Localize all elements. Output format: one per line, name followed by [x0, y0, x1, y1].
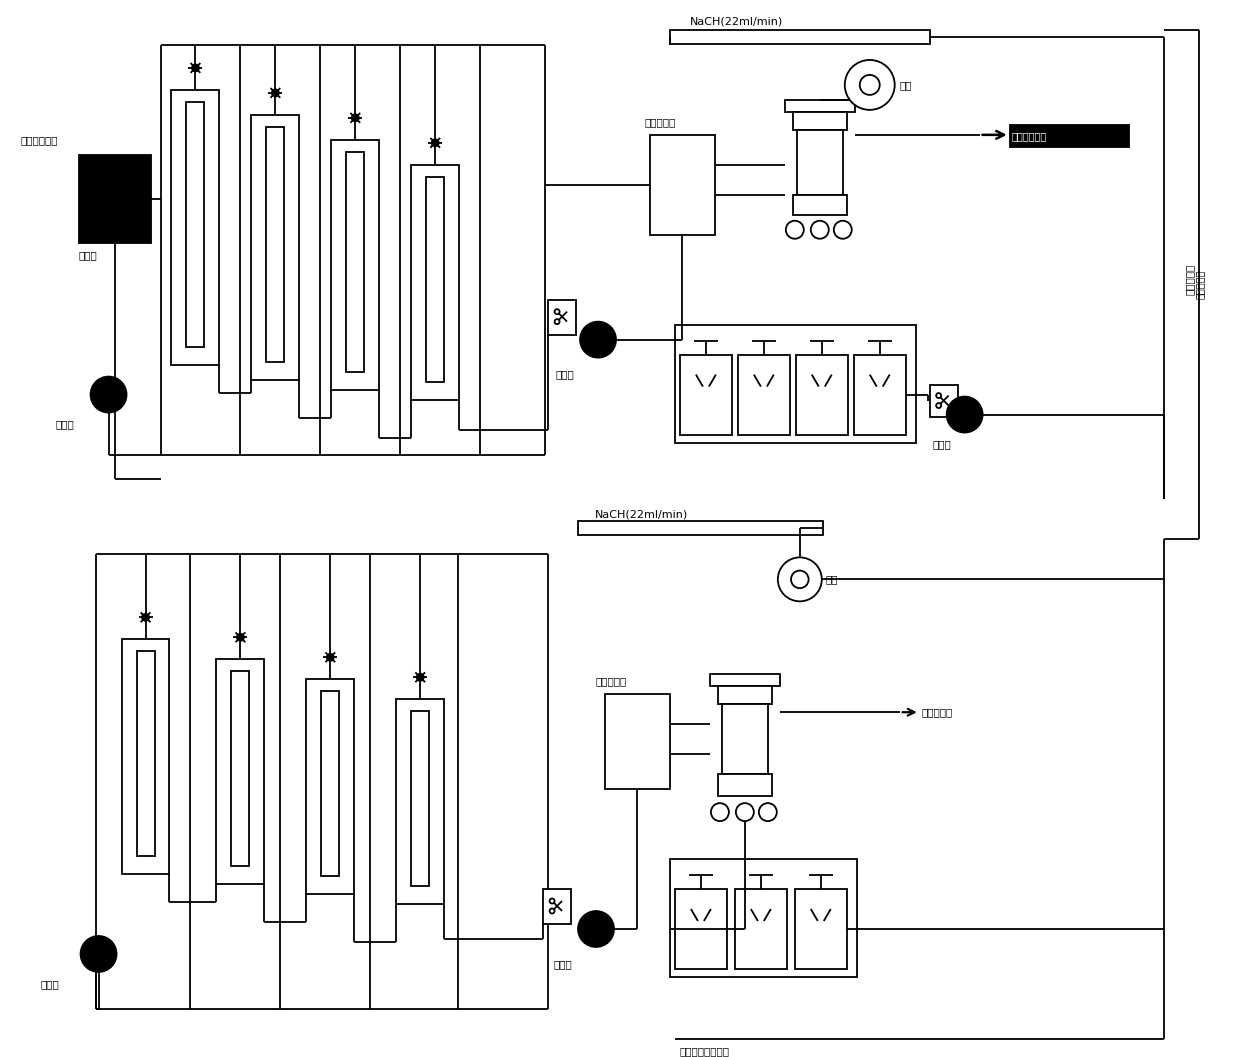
Circle shape — [549, 898, 554, 904]
Circle shape — [859, 75, 879, 95]
Text: 氯溦多种金属分离: 氯溦多种金属分离 — [680, 1045, 730, 1056]
Bar — [735, 889, 787, 969]
Bar — [650, 135, 715, 235]
Circle shape — [844, 60, 895, 110]
Circle shape — [327, 654, 334, 661]
Bar — [930, 385, 957, 416]
Bar — [331, 140, 379, 390]
Bar — [252, 115, 299, 379]
Circle shape — [143, 614, 149, 620]
Text: 渣浆泵: 渣浆泵 — [556, 370, 574, 379]
Bar — [578, 521, 823, 536]
Bar — [306, 680, 355, 894]
Circle shape — [735, 803, 754, 821]
Text: 反洗水正洗: 反洗水正洗 — [921, 707, 952, 718]
Bar — [397, 700, 444, 904]
Bar — [722, 704, 768, 774]
Text: NaCH(22ml/min): NaCH(22ml/min) — [689, 17, 784, 27]
Text: 软管泵: 软管泵 — [41, 979, 60, 989]
Circle shape — [759, 803, 776, 821]
Text: 低品位贵液: 低品位贵液 — [645, 117, 676, 127]
Bar — [412, 711, 429, 886]
Bar — [718, 686, 771, 704]
Text: 低品位贵液: 低品位贵液 — [595, 676, 626, 686]
Text: 渣浆泵: 渣浆泵 — [554, 959, 573, 969]
Bar — [680, 354, 732, 434]
Bar — [670, 30, 930, 44]
Bar — [1009, 125, 1130, 147]
Bar — [675, 324, 915, 443]
Bar — [548, 300, 577, 335]
Circle shape — [791, 571, 808, 588]
Text: 分离浮选精矿: 分离浮选精矿 — [21, 135, 58, 145]
Circle shape — [81, 937, 117, 972]
Circle shape — [811, 221, 828, 239]
Bar — [321, 691, 340, 876]
Text: 风机: 风机 — [900, 80, 913, 90]
Bar — [711, 674, 780, 686]
Circle shape — [936, 403, 941, 408]
Bar — [412, 165, 459, 400]
Bar — [346, 152, 365, 372]
Bar — [171, 90, 219, 365]
Bar — [792, 112, 847, 130]
Bar — [232, 671, 249, 866]
Circle shape — [91, 376, 126, 412]
Text: NaCH(22ml/min): NaCH(22ml/min) — [595, 509, 688, 519]
Bar — [792, 194, 847, 215]
Circle shape — [272, 90, 279, 96]
Circle shape — [237, 634, 244, 641]
Circle shape — [554, 309, 559, 314]
Bar — [136, 651, 155, 856]
Text: 浆菜泵: 浆菜泵 — [932, 440, 951, 449]
Circle shape — [936, 393, 941, 398]
Circle shape — [352, 114, 358, 122]
Bar — [670, 859, 857, 977]
Circle shape — [946, 396, 982, 432]
Text: 缓冲筱: 缓冲筱 — [78, 249, 97, 260]
Circle shape — [777, 557, 822, 601]
Text: 软管泵: 软管泵 — [56, 420, 74, 429]
Bar — [605, 694, 670, 790]
Circle shape — [711, 803, 729, 821]
Bar — [543, 889, 572, 924]
Bar — [718, 774, 771, 796]
Bar — [122, 639, 170, 874]
Circle shape — [549, 909, 554, 913]
Circle shape — [786, 221, 804, 239]
Bar — [675, 889, 727, 969]
Bar — [267, 127, 284, 361]
Bar — [797, 130, 843, 194]
Circle shape — [833, 221, 852, 239]
Text: 左量换热器: 左量换热器 — [1194, 270, 1204, 299]
Bar — [78, 154, 150, 243]
Circle shape — [578, 911, 614, 947]
Bar — [427, 177, 444, 382]
Bar — [217, 660, 264, 884]
Text: 风机: 风机 — [826, 574, 838, 585]
Bar — [785, 100, 854, 112]
Circle shape — [417, 673, 424, 681]
Circle shape — [432, 140, 439, 146]
Text: 浮选机设厂房: 浮选机设厂房 — [1012, 131, 1047, 141]
Bar — [796, 354, 848, 434]
Bar — [854, 354, 905, 434]
Circle shape — [554, 319, 559, 324]
Bar — [186, 101, 205, 347]
Circle shape — [580, 321, 616, 357]
Text: 左量换热器: 左量换热器 — [1184, 264, 1194, 295]
Bar — [795, 889, 847, 969]
Bar — [738, 354, 790, 434]
Circle shape — [192, 64, 198, 72]
